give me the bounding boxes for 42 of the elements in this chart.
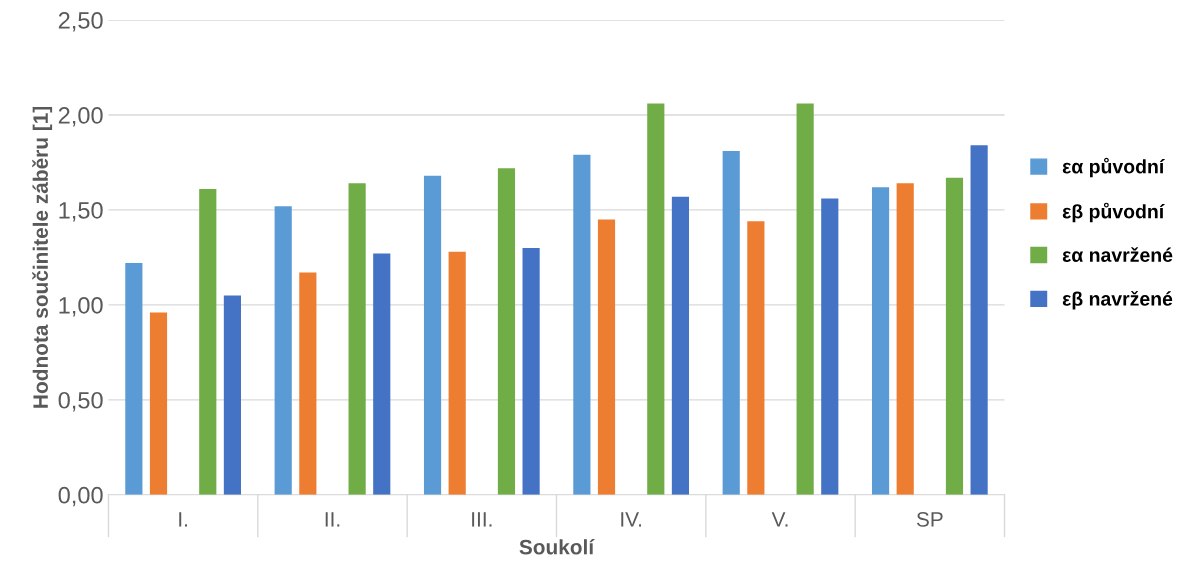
y-tick-label: 0,00 <box>58 486 103 507</box>
bar <box>373 253 391 495</box>
x-axis-title: Soukolí <box>519 539 595 555</box>
bar <box>796 103 814 495</box>
bar <box>671 196 690 495</box>
bar <box>448 251 466 495</box>
bar <box>125 263 143 495</box>
y-tick-label: 1,50 <box>59 201 103 222</box>
bar <box>871 187 890 495</box>
legend-label: εα navržené <box>1062 247 1173 262</box>
bar <box>970 145 988 495</box>
legend-label: εβ původní <box>1062 202 1165 223</box>
legend-label: εβ navržené <box>1062 291 1173 310</box>
bar <box>348 183 366 495</box>
y-tick-label: 0,50 <box>58 391 103 412</box>
legend-label: εα původní <box>1062 157 1165 178</box>
bar <box>573 154 591 495</box>
bar <box>522 247 540 495</box>
bar <box>647 103 665 495</box>
bar <box>722 151 740 495</box>
bar <box>149 312 168 495</box>
y-tick-label: 2,50 <box>58 12 103 32</box>
bar <box>896 183 914 495</box>
bar <box>423 175 442 495</box>
x-tick-label: IV. <box>621 512 642 527</box>
bar <box>199 189 217 495</box>
bar <box>597 219 616 495</box>
x-tick-label: III. <box>472 512 492 527</box>
bar <box>223 295 242 495</box>
bar <box>299 272 317 495</box>
bar <box>821 198 839 495</box>
bar <box>497 168 516 495</box>
x-tick-label: II. <box>325 512 340 527</box>
bar <box>945 177 964 495</box>
bar <box>747 221 765 495</box>
y-tick-label: 1,00 <box>59 296 103 317</box>
x-tick-label: I. <box>179 512 188 527</box>
y-axis-title: Hodnota součinitele záběru [1] <box>32 106 53 408</box>
y-tick-label: 2,00 <box>58 107 103 127</box>
x-tick-label: SP <box>916 512 943 527</box>
bar <box>274 206 292 495</box>
x-tick-label: V. <box>771 512 788 527</box>
